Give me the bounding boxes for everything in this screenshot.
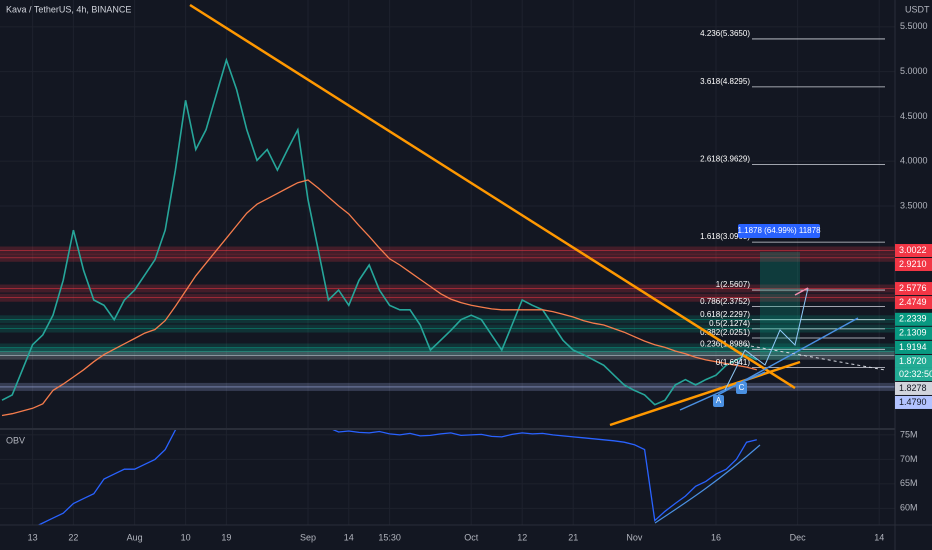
y-tick-label: 5.5000 [900, 21, 928, 31]
price-axis-unit: USDT [905, 4, 930, 14]
series-line [1, 179, 757, 417]
x-tick-label: Nov [626, 532, 643, 542]
x-tick-label: Sep [300, 532, 316, 542]
obv-pane [37, 430, 757, 525]
y2-tick-label: 60M [900, 503, 918, 513]
countdown-tag [895, 367, 932, 381]
y-tick-label: 4.5000 [900, 111, 928, 121]
price-tag-label: 1.8278 [899, 383, 927, 393]
fib-label: 0.5(2.1274) [709, 319, 750, 328]
price-tag [895, 340, 932, 354]
x-tick-label: 21 [568, 532, 578, 542]
price-tag-label: 1.8720 [899, 356, 927, 366]
arrow [794, 287, 809, 296]
trendline [609, 360, 801, 427]
price-tag [895, 312, 932, 326]
price-tag-label: 2.4749 [899, 297, 927, 307]
fib-label: 0(1.6941) [716, 358, 751, 367]
fib-label: 0.786(2.3752) [700, 297, 750, 306]
x-tick-label: 13 [28, 532, 38, 542]
chart-title: Kava / TetherUS, 4h, BINANCE [6, 4, 131, 14]
series-line [1, 57, 758, 406]
fib-label: 4.236(5.3650) [700, 29, 750, 38]
x-tick-label: 16 [711, 532, 721, 542]
fib-label: 1(2.5607) [716, 280, 751, 289]
x-tick-label: Oct [464, 532, 479, 542]
position-label-box [738, 224, 820, 238]
series-line [37, 430, 757, 525]
x-tick-label: 15:30 [378, 532, 401, 542]
price-tag [895, 354, 932, 368]
price-tag-label: 1.9194 [899, 342, 927, 352]
obv-label: OBV [6, 435, 25, 445]
price-tag [895, 244, 932, 258]
position-label: 1.1878 (64.99%) 11878 [737, 226, 821, 235]
x-tick-label: Dec [790, 532, 807, 542]
trendline [679, 371, 766, 411]
price-tag-label: 1.4790 [899, 397, 927, 407]
x-tick-label: 22 [68, 532, 78, 542]
price-tag [895, 395, 932, 409]
price-tag [895, 326, 932, 340]
labels: 3.5000 4.0000 4.5000 5.0000 5.5000 60M 65M 70M 7… [28, 21, 932, 542]
y-tick-label: 5.0000 [900, 66, 928, 76]
fib-label: 3.618(4.8295) [700, 77, 750, 86]
drawings: 1.1878 (64.99%) 11878 A C [189, 3, 886, 524]
price-tag-label: 2.9210 [899, 259, 927, 269]
price-tag-label: 2.5776 [899, 283, 927, 293]
price-tag-label: 2.1309 [899, 328, 927, 338]
price-tag [895, 381, 932, 395]
annotation: C [739, 383, 745, 392]
position-box [760, 252, 800, 360]
obv-trendline [654, 444, 761, 524]
x-tick-label: 14 [344, 532, 354, 542]
fib-label: 0.618(2.2297) [700, 310, 750, 319]
trendline [189, 3, 796, 390]
x-tick-label: 10 [181, 532, 191, 542]
x-tick-label: 12 [517, 532, 527, 542]
y-tick-label: 4.0000 [900, 156, 928, 166]
y2-tick-label: 70M [900, 454, 918, 464]
y2-tick-label: 65M [900, 478, 918, 488]
projection-path [724, 287, 809, 391]
price-tag-label: 3.0022 [899, 245, 927, 255]
annotation-badge [713, 395, 724, 407]
annotation-badge [736, 382, 747, 394]
y2-tick-label: 75M [900, 429, 918, 439]
price-tag [895, 296, 932, 310]
price-tag [895, 282, 932, 296]
countdown-label: 02:32:50 [899, 369, 932, 379]
x-tick-label: Aug [127, 532, 143, 542]
price-tag [895, 258, 932, 272]
fib-label: 1.618(3.0963) [700, 232, 750, 241]
x-tick-label: 19 [221, 532, 231, 542]
price-tag-label: 2.2339 [899, 314, 927, 324]
x-tick-label: 14 [874, 532, 884, 542]
fib-label: 2.618(3.9629) [700, 155, 750, 164]
y-tick-label: 3.5000 [900, 200, 928, 210]
annotation: A [716, 396, 722, 405]
fib-label: 0.382(2.0251) [700, 328, 750, 337]
